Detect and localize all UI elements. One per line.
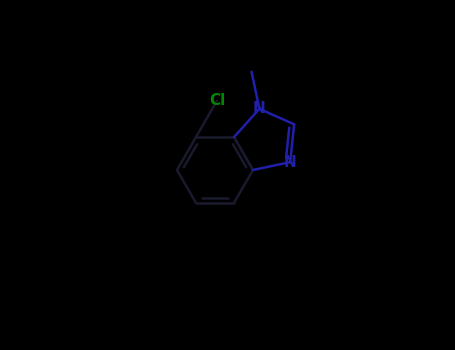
Text: N: N (253, 102, 266, 116)
Text: Cl: Cl (209, 93, 225, 108)
Text: N: N (284, 155, 297, 170)
